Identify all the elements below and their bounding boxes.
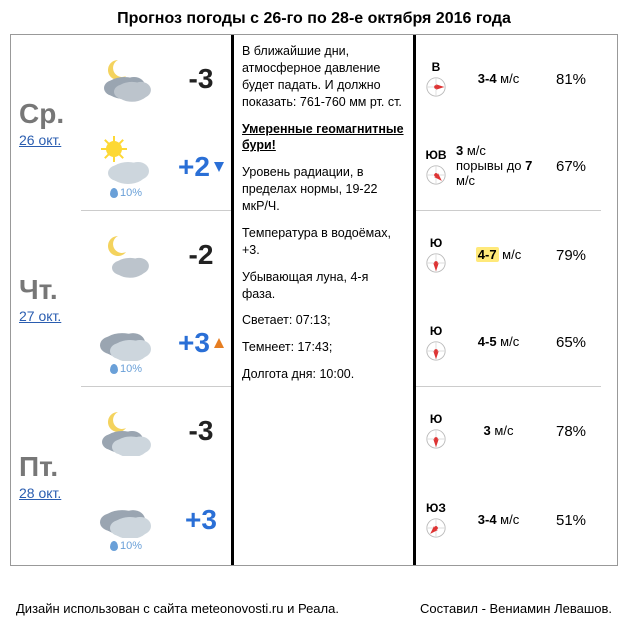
weather-icon-cell: 10%: [81, 123, 171, 211]
day-label: Пт. 28 окт.: [11, 387, 81, 565]
info-moon: Убывающая луна, 4-я фаза.: [242, 269, 405, 303]
temperature-cell: -2: [171, 211, 231, 299]
humidity-cell: 78%: [541, 387, 601, 475]
date-link[interactable]: 26 окт.: [19, 132, 61, 148]
precip-value: 10%: [110, 187, 142, 199]
info-daylength: Долгота дня: 10:00.: [242, 366, 405, 383]
day-of-week: Пт.: [19, 451, 58, 483]
wind-dir-cell: ЮЗ: [416, 476, 456, 564]
temperature-value: +3: [185, 504, 217, 536]
page-title: Прогноз погоды с 26-го по 28-е октября 2…: [0, 0, 628, 34]
wind-speed-cell: 4-7 м/с: [456, 211, 541, 299]
day-of-week: Чт.: [19, 274, 58, 306]
info-storm: Умеренные геомагнитные бури!: [242, 121, 405, 155]
forecast-table: Ср. 26 окт. -3 В ближайшие дни, атмосфер…: [10, 34, 618, 566]
date-link[interactable]: 27 окт.: [19, 308, 61, 324]
weather-icon-cell: 10%: [81, 476, 171, 564]
temperature-cell: -3: [171, 387, 231, 475]
weather-icon-cell: 10%: [81, 299, 171, 387]
day-label: Ср. 26 окт.: [11, 35, 81, 211]
info-water-temp: Температура в водоёмах, +3.: [242, 225, 405, 259]
humidity-cell: 79%: [541, 211, 601, 299]
wind-dir-cell: Ю: [416, 211, 456, 299]
weather-icon-cell: [81, 211, 171, 299]
info-dusk: Темнеет: 17:43;: [242, 339, 405, 356]
wind-speed-cell: 3 м/спорывы до 7 м/с: [456, 123, 541, 211]
wind-dir-label: Ю: [430, 324, 442, 338]
temperature-value: +2: [178, 151, 210, 183]
footer-credit-right: Составил - Вениамин Левашов.: [420, 601, 612, 616]
day-of-week: Ср.: [19, 98, 64, 130]
day-label: Чт. 27 окт.: [11, 211, 81, 387]
temperature-cell: +3: [171, 476, 231, 564]
precip-value: 10%: [110, 540, 142, 552]
footer-credit-left: Дизайн использован с сайта meteonovosti.…: [16, 601, 339, 616]
temperature-value: -3: [189, 415, 214, 447]
wind-dir-label: Ю: [430, 412, 442, 426]
wind-speed-cell: 4-5 м/с: [456, 299, 541, 387]
temperature-value: -2: [189, 239, 214, 271]
wind-dir-label: ЮВ: [425, 148, 446, 162]
temperature-cell: +2: [171, 123, 231, 211]
wind-dir-cell: В: [416, 35, 456, 123]
footer: Дизайн использован с сайта meteonovosti.…: [0, 601, 628, 616]
wind-speed-cell: 3 м/с: [456, 387, 541, 475]
weather-icon-cell: [81, 387, 171, 475]
temperature-cell: -3: [171, 35, 231, 123]
info-column: В ближайшие дни, атмосферное давление бу…: [231, 35, 416, 565]
wind-dir-label: Ю: [430, 236, 442, 250]
date-link[interactable]: 28 окт.: [19, 485, 61, 501]
trend-up-icon: [214, 338, 224, 348]
info-radiation: Уровень радиации, в пределах нормы, 19-2…: [242, 164, 405, 215]
info-dawn: Светает: 07:13;: [242, 312, 405, 329]
temperature-value: +3: [178, 327, 210, 359]
humidity-cell: 51%: [541, 476, 601, 564]
wind-dir-label: В: [432, 60, 441, 74]
trend-down-icon: [214, 162, 224, 172]
precip-value: 10%: [110, 363, 142, 375]
info-pressure: В ближайшие дни, атмосферное давление бу…: [242, 43, 405, 111]
page: Прогноз погоды с 26-го по 28-е октября 2…: [0, 0, 628, 622]
humidity-cell: 81%: [541, 35, 601, 123]
wind-dir-label: ЮЗ: [426, 501, 446, 515]
humidity-cell: 67%: [541, 123, 601, 211]
wind-dir-cell: Ю: [416, 299, 456, 387]
temperature-value: -3: [189, 63, 214, 95]
wind-dir-cell: ЮВ: [416, 123, 456, 211]
temperature-cell: +3: [171, 299, 231, 387]
weather-icon-cell: [81, 35, 171, 123]
wind-speed-cell: 3-4 м/с: [456, 35, 541, 123]
wind-dir-cell: Ю: [416, 387, 456, 475]
wind-speed-cell: 3-4 м/с: [456, 476, 541, 564]
humidity-cell: 65%: [541, 299, 601, 387]
